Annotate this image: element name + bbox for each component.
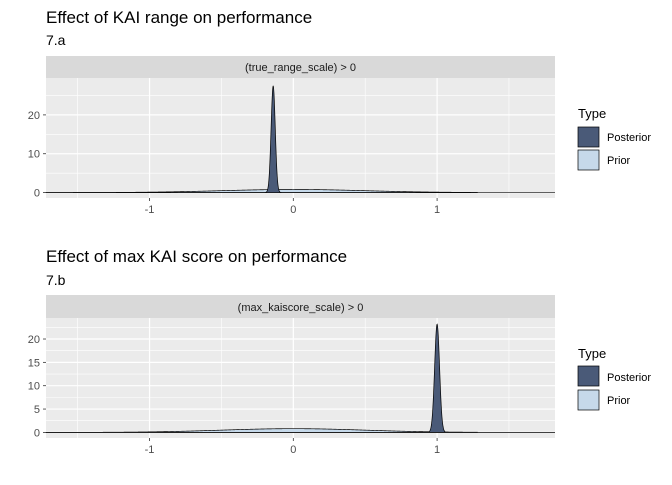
legend-key-posterior bbox=[577, 126, 600, 148]
y-tick-label: 5 bbox=[34, 404, 40, 416]
y-tick-label: 20 bbox=[28, 334, 40, 346]
y-tick-label: 0 bbox=[34, 188, 40, 200]
density-curves bbox=[45, 85, 555, 193]
density-posterior bbox=[46, 85, 555, 193]
y-tick-label: 10 bbox=[28, 381, 40, 393]
facet-strip-label: (max_kaiscore_scale) > 0 bbox=[238, 302, 364, 314]
legend: Type Posterior Prior bbox=[577, 346, 651, 411]
facet-strip bbox=[46, 56, 555, 78]
y-tick-label: 20 bbox=[28, 110, 40, 122]
y-tick-label: 0 bbox=[34, 427, 40, 439]
x-tick-label: 0 bbox=[290, 444, 296, 456]
x-axis: -1 0 1 bbox=[145, 198, 440, 216]
legend: Type Posterior Prior bbox=[577, 106, 651, 171]
legend-key-prior bbox=[577, 149, 600, 171]
legend-label-prior: Prior bbox=[607, 155, 631, 167]
y-axis: 0 10 20 bbox=[28, 110, 46, 200]
density-curves bbox=[45, 323, 555, 433]
y-tick-label: 15 bbox=[28, 357, 40, 369]
legend-key-prior bbox=[577, 389, 600, 411]
legend-title: Type bbox=[578, 106, 606, 121]
chart-subtitle: 7.a bbox=[46, 32, 66, 48]
chart-max-kai-score: Effect of max KAI score on performance 7… bbox=[28, 247, 652, 456]
legend-label-prior: Prior bbox=[607, 395, 631, 407]
legend-label-posterior: Posterior bbox=[607, 372, 651, 384]
chart-title: Effect of KAI range on performance bbox=[46, 8, 312, 27]
y-tick-label: 10 bbox=[28, 149, 40, 161]
legend-title: Type bbox=[578, 346, 606, 361]
y-axis: 0 5 10 15 20 bbox=[28, 334, 46, 439]
x-axis: -1 0 1 bbox=[145, 438, 440, 456]
chart-subtitle: 7.b bbox=[46, 272, 66, 288]
chart-kai-range: Effect of KAI range on performance 7.a (… bbox=[28, 8, 652, 216]
x-tick-label: 1 bbox=[434, 444, 440, 456]
x-tick-label: -1 bbox=[145, 444, 155, 456]
facet-strip-label: (true_range_scale) > 0 bbox=[245, 62, 356, 74]
chart-title: Effect of max KAI score on performance bbox=[46, 247, 347, 266]
legend-label-posterior: Posterior bbox=[607, 132, 651, 144]
x-tick-label: 0 bbox=[290, 204, 296, 216]
plot-panel bbox=[46, 318, 555, 438]
x-tick-label: -1 bbox=[145, 204, 155, 216]
density-posterior bbox=[46, 323, 555, 433]
plot-panel bbox=[46, 78, 555, 198]
facet-strip bbox=[46, 295, 555, 318]
x-tick-label: 1 bbox=[434, 204, 440, 216]
legend-key-posterior bbox=[577, 365, 600, 387]
